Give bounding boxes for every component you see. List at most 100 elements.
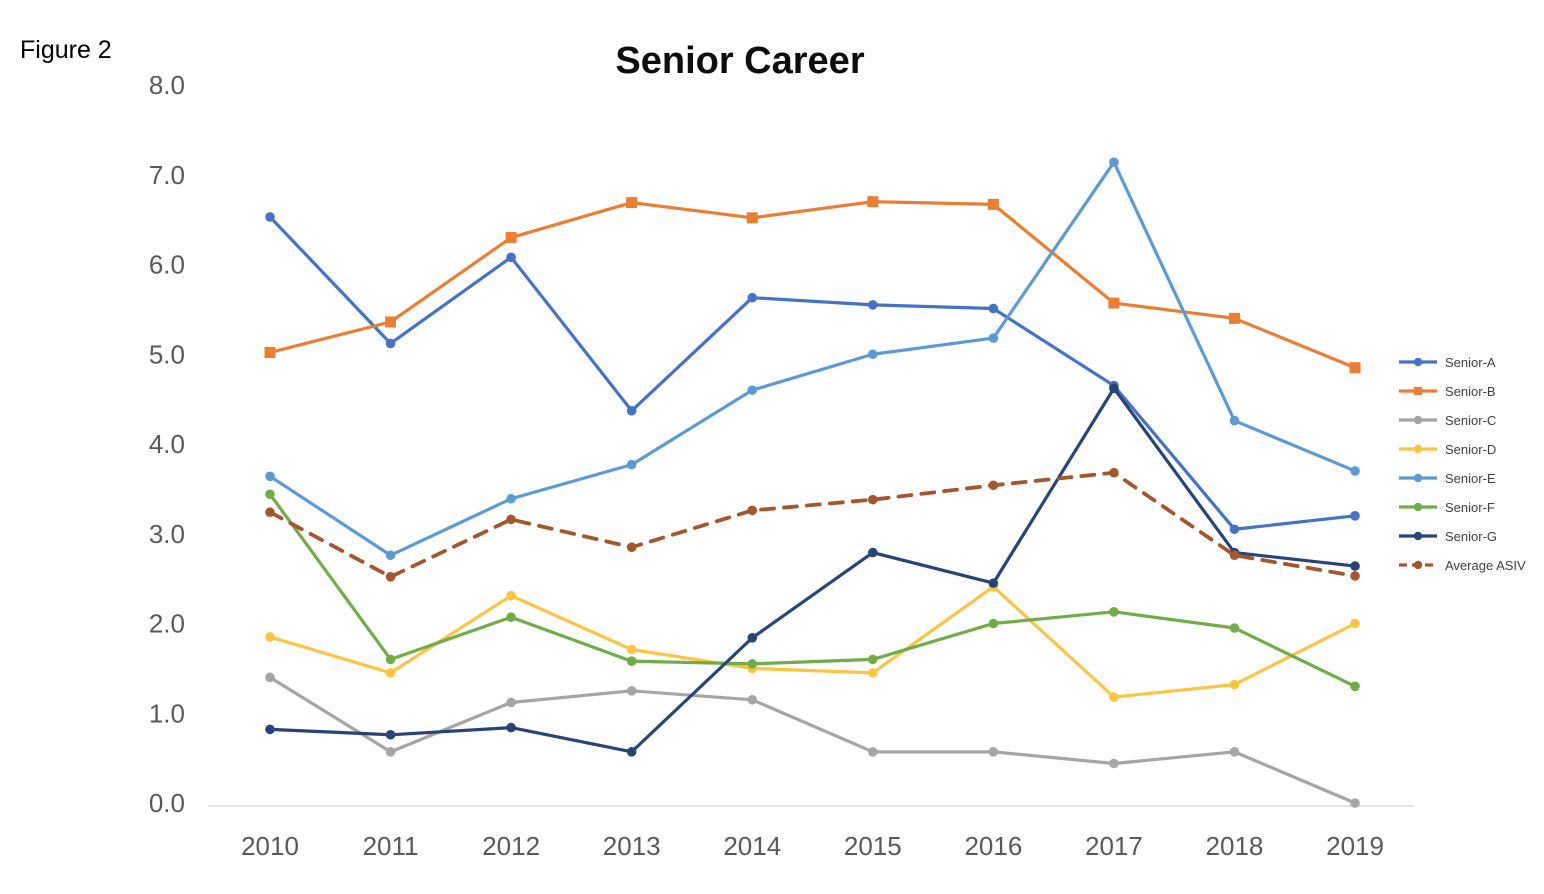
legend-swatch-Senior-E — [1399, 473, 1437, 483]
y-tick-label: 1.0 — [149, 698, 185, 728]
chart-title: Senior Career — [615, 40, 865, 82]
legend-marker-Senior-F — [1413, 502, 1423, 512]
x-tick-label: 2013 — [603, 831, 661, 861]
marker-Senior-B — [987, 198, 999, 210]
legend-item-Average ASIV: Average ASIV — [1398, 557, 1526, 573]
legend-label-Senior-C: Senior-C — [1445, 412, 1497, 428]
x-tick-label: 2016 — [964, 831, 1022, 861]
marker-Average ASIV — [868, 494, 878, 505]
marker-Senior-E — [626, 459, 637, 470]
legend-label-Senior-A: Senior-A — [1445, 354, 1496, 370]
x-tick-label: 2014 — [723, 831, 781, 861]
marker-Average ASIV — [1350, 571, 1360, 581]
y-tick-label: 8.0 — [149, 70, 185, 100]
y-tick-label: 7.0 — [149, 160, 185, 190]
marker-Average ASIV — [1109, 467, 1119, 478]
legend-swatch-Senior-C — [1399, 415, 1437, 425]
legend-label-Senior-B: Senior-B — [1445, 383, 1496, 399]
marker-Senior-A — [626, 405, 637, 416]
marker-Senior-B — [626, 197, 638, 209]
series-line-Senior-F — [268, 492, 1357, 688]
marker-Senior-F — [385, 654, 396, 665]
marker-Senior-E — [506, 493, 516, 504]
marker-Senior-F — [1109, 607, 1119, 617]
legend-swatch-Senior-D — [1399, 444, 1437, 454]
marker-Senior-G — [626, 747, 637, 757]
marker-Senior-D — [1229, 679, 1240, 690]
series-line-Senior-C — [268, 675, 1357, 805]
marker-Senior-E — [988, 333, 999, 343]
legend-item-Senior-A: Senior-A — [1398, 354, 1526, 370]
marker-Senior-F — [265, 489, 275, 500]
marker-Senior-E — [1350, 466, 1360, 476]
marker-Senior-G — [747, 633, 758, 643]
series-line-Senior-D — [268, 585, 1357, 699]
marker-Senior-C — [747, 694, 758, 705]
marker-Senior-C — [1229, 747, 1240, 757]
marker-Senior-C — [265, 672, 275, 683]
legend-item-Senior-E: Senior-E — [1398, 470, 1526, 486]
x-tick-label: 2010 — [241, 831, 299, 861]
legend-marker-Average ASIV — [1413, 560, 1423, 570]
marker-Senior-B — [385, 316, 397, 328]
marker-Senior-E — [868, 349, 878, 360]
legend-label-Senior-G: Senior-G — [1445, 528, 1498, 544]
legend-item-Senior-G: Senior-G — [1398, 528, 1526, 544]
marker-Senior-E — [1229, 415, 1240, 426]
marker-Senior-A — [747, 292, 758, 303]
marker-Senior-G — [265, 724, 275, 735]
marker-Senior-D — [265, 632, 275, 642]
figure-label: Figure 2 — [20, 36, 112, 64]
legend-marker-Senior-E — [1413, 473, 1423, 483]
legend-label-Senior-E: Senior-E — [1445, 470, 1496, 486]
marker-Senior-G — [988, 578, 999, 588]
legend-item-Senior-F: Senior-F — [1398, 499, 1526, 515]
marker-Average ASIV — [506, 514, 516, 525]
marker-Senior-D — [385, 668, 396, 678]
series-line-Senior-A — [268, 215, 1357, 531]
marker-Senior-A — [988, 303, 999, 314]
marker-Senior-E — [265, 471, 275, 482]
marker-Senior-F — [868, 654, 878, 665]
legend-marker-Senior-D — [1413, 444, 1423, 454]
marker-Senior-F — [506, 612, 516, 623]
marker-Senior-D — [506, 590, 516, 601]
legend-label-Average ASIV: Average ASIV — [1445, 557, 1526, 573]
marker-Average ASIV — [1229, 550, 1240, 561]
marker-Senior-A — [265, 212, 275, 222]
marker-Senior-G — [1350, 561, 1360, 571]
marker-Senior-F — [988, 618, 999, 629]
y-tick-label: 0.0 — [149, 788, 185, 818]
legend-marker-Senior-G — [1413, 531, 1423, 541]
marker-Senior-C — [988, 747, 999, 757]
series-line-Senior-E — [268, 160, 1357, 557]
marker-Senior-C — [868, 747, 878, 757]
series-line-Senior-G — [268, 386, 1357, 754]
marker-Senior-A — [868, 300, 878, 310]
marker-Senior-A — [1350, 511, 1360, 521]
x-tick-label: 2015 — [844, 831, 902, 861]
legend-label-Senior-F: Senior-F — [1445, 499, 1495, 515]
marker-Senior-F — [1350, 681, 1360, 692]
series-line-Average ASIV — [268, 470, 1357, 579]
y-tick-label: 3.0 — [149, 519, 185, 549]
legend-item-Senior-D: Senior-D — [1398, 441, 1526, 457]
series-line-Senior-B — [268, 200, 1357, 370]
legend-swatch-Senior-B — [1399, 387, 1437, 395]
legend-marker-Senior-B — [1414, 387, 1422, 395]
marker-Average ASIV — [626, 542, 637, 553]
marker-Senior-F — [1229, 623, 1240, 633]
marker-Senior-G — [868, 547, 878, 558]
chart-legend: Senior-A Senior-B Senior-C Senior-D Senior-E… — [1398, 354, 1526, 573]
x-tick-label: 2017 — [1085, 831, 1143, 861]
legend-swatch-Senior-F — [1399, 502, 1437, 512]
x-tick-label: 2018 — [1206, 831, 1264, 861]
x-tick-label: 2012 — [482, 831, 540, 861]
marker-Senior-B — [1349, 362, 1361, 374]
marker-Senior-B — [505, 232, 517, 244]
marker-Average ASIV — [747, 505, 758, 516]
marker-Senior-E — [747, 385, 758, 395]
marker-Senior-B — [264, 346, 276, 358]
